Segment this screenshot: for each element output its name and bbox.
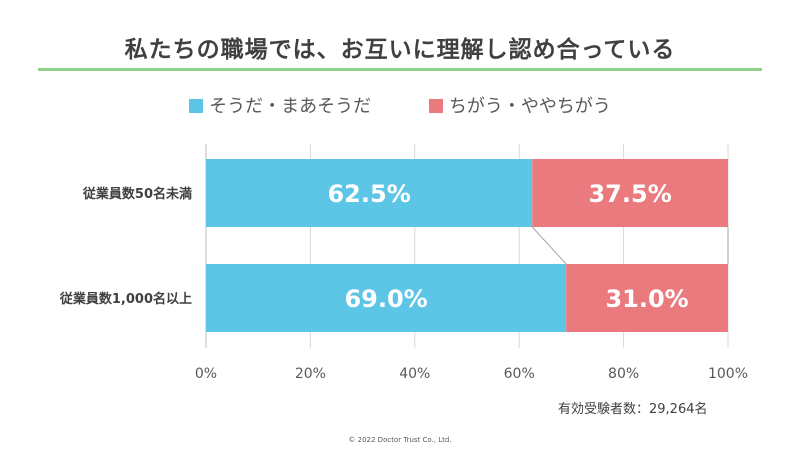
chart-title: 私たちの職場では、お互いに理解し認め合っている [124, 37, 676, 63]
data-label: 69.0% [344, 285, 427, 313]
series-connector-line [531, 226, 567, 265]
bar-segment [206, 159, 533, 227]
category-label: 従業員数50名未満 [82, 186, 192, 202]
data-label: 62.5% [327, 180, 410, 208]
legend: そうだ・まあそうだ ちがう・ややちがう [0, 92, 800, 118]
x-tick-label: 0% [195, 366, 217, 382]
x-tick-label: 80% [608, 366, 639, 382]
bar-segment [566, 264, 728, 332]
data-label: 31.0% [605, 285, 688, 313]
bar-segment [206, 264, 567, 332]
copyright-text: © 2022 Doctor Trust Co., Ltd. [348, 436, 452, 444]
data-label: 37.5% [588, 180, 671, 208]
legend-label-disagree: ちがう・ややちがう [448, 96, 611, 117]
category-label: 従業員数1,000名以上 [59, 291, 192, 307]
title-underline [38, 68, 762, 71]
legend-swatch-agree [189, 99, 204, 113]
x-tick-label: 60% [504, 366, 535, 382]
respondent-count-note: 有効受験者数：29,264名 [558, 402, 708, 417]
legend-item-agree: そうだ・まあそうだ [189, 92, 371, 118]
legend-item-disagree: ちがう・ややちがう [428, 92, 611, 118]
legend-swatch-disagree [428, 99, 443, 113]
legend-label-agree: そうだ・まあそうだ [209, 96, 372, 117]
x-tick-label: 40% [399, 366, 430, 382]
x-tick-label: 20% [295, 366, 326, 382]
x-tick-label: 100% [708, 366, 748, 382]
bar-segment [532, 159, 728, 227]
